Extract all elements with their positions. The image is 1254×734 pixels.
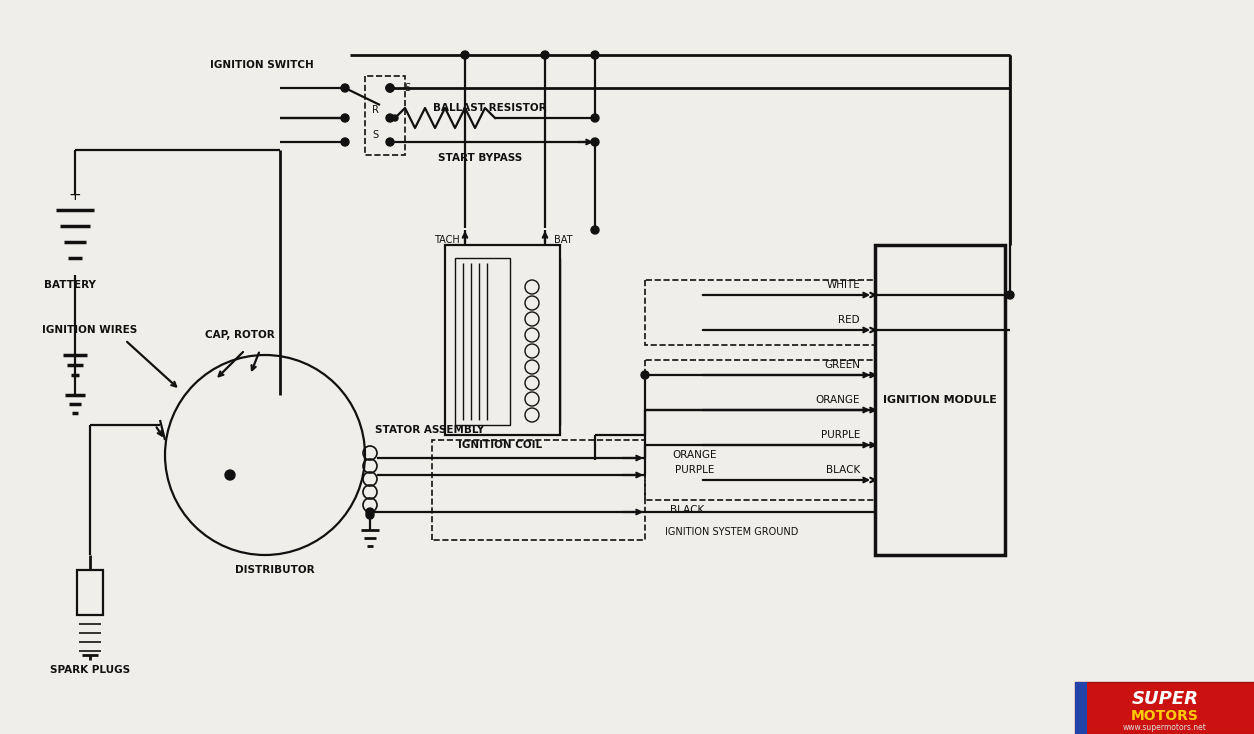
Circle shape [341,138,349,146]
Text: SUPER: SUPER [1131,690,1199,708]
Text: IGNITION MODULE: IGNITION MODULE [883,395,997,405]
Text: WHITE: WHITE [826,280,860,290]
Circle shape [224,470,234,480]
Text: S: S [372,130,377,140]
Text: IGNITION SWITCH: IGNITION SWITCH [211,60,314,70]
Bar [875,245,1004,555]
Text: BALLAST RESISTOR: BALLAST RESISTOR [433,103,547,113]
Bar [1075,682,1087,734]
Text: MOTORS: MOTORS [1131,709,1199,723]
Text: DISTRIBUTOR: DISTRIBUTOR [236,565,315,575]
Text: IGNITION COIL: IGNITION COIL [458,440,542,450]
Bar [1075,682,1254,734]
Text: START BYPASS: START BYPASS [438,153,522,163]
Circle shape [1006,291,1014,299]
Text: IGNITION WIRES: IGNITION WIRES [43,325,138,335]
Text: PURPLE: PURPLE [820,430,860,440]
Circle shape [386,114,394,122]
Circle shape [386,138,394,146]
Text: +: + [69,187,82,203]
Circle shape [641,371,650,379]
Text: BLACK: BLACK [670,505,705,515]
Bar [445,245,561,435]
Text: IGNITION SYSTEM GROUND: IGNITION SYSTEM GROUND [665,527,799,537]
Text: BLACK: BLACK [825,465,860,475]
Text: BATTERY: BATTERY [44,280,97,290]
Text: BAT: BAT [554,235,572,245]
Text: R: R [371,105,379,115]
Circle shape [393,115,398,121]
Circle shape [366,508,374,516]
Text: PURPLE: PURPLE [676,465,715,475]
Text: S: S [404,83,410,93]
Circle shape [540,51,549,59]
Circle shape [591,226,599,234]
Circle shape [461,51,469,59]
Text: GREEN: GREEN [824,360,860,370]
Circle shape [341,84,349,92]
Text: TACH: TACH [434,235,460,245]
Text: STATOR ASSEMBLY: STATOR ASSEMBLY [375,425,484,435]
Text: CAP, ROTOR: CAP, ROTOR [206,330,275,340]
Text: RED: RED [839,315,860,325]
Circle shape [366,511,374,519]
Text: www.supermotors.net: www.supermotors.net [1124,724,1206,733]
Circle shape [386,84,394,92]
Circle shape [591,138,599,146]
Bar [76,570,103,615]
Text: ORANGE: ORANGE [815,395,860,405]
Circle shape [591,51,599,59]
Circle shape [386,84,394,92]
Circle shape [591,114,599,122]
Circle shape [341,114,349,122]
Text: SPARK PLUGS: SPARK PLUGS [50,665,130,675]
Text: ORANGE: ORANGE [672,450,717,460]
Bar [455,258,510,425]
